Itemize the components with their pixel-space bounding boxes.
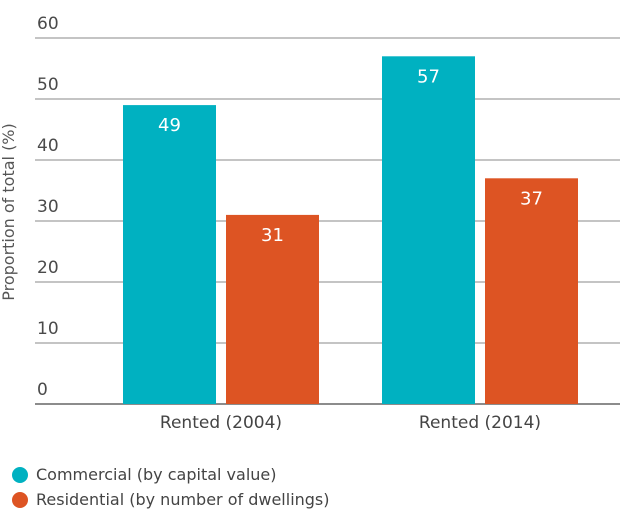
legend-swatch-commercial — [12, 466, 28, 483]
y-tick-0: 0 — [37, 380, 48, 400]
legend-item-residential: Residential (by number of dwellings) — [12, 487, 330, 512]
bar-residential-1 — [485, 178, 578, 404]
legend: Commercial (by capital value) Residentia… — [12, 462, 330, 512]
data-label-commercial-1: 57 — [417, 66, 440, 87]
bars: 49 31 57 37 — [123, 56, 578, 405]
legend-swatch-residential — [12, 491, 28, 508]
y-tick-60: 60 — [37, 14, 59, 34]
category-label-0: Rented (2004) — [160, 413, 282, 433]
y-tick-labels: 0 10 20 30 40 50 60 — [37, 14, 59, 400]
bar-chart: 0 10 20 30 40 50 60 Proportion of total (%) 49… — [0, 14, 620, 433]
legend-label-commercial: Commercial (by capital value) — [36, 465, 277, 484]
y-tick-50: 50 — [37, 75, 59, 95]
y-tick-40: 40 — [37, 136, 59, 156]
data-label-commercial-0: 49 — [158, 115, 181, 136]
legend-label-residential: Residential (by number of dwellings) — [36, 490, 330, 509]
data-label-residential-1: 37 — [520, 188, 543, 209]
y-tick-10: 10 — [37, 319, 59, 339]
y-tick-20: 20 — [37, 258, 59, 278]
data-label-residential-0: 31 — [261, 225, 284, 246]
y-axis-label: Proportion of total (%) — [0, 123, 18, 301]
legend-item-commercial: Commercial (by capital value) — [12, 462, 330, 487]
category-labels: Rented (2004) Rented (2014) — [160, 413, 541, 433]
bar-residential-0 — [226, 214, 319, 404]
bar-commercial-1 — [382, 56, 475, 405]
category-label-1: Rented (2014) — [419, 413, 541, 433]
bar-commercial-0 — [123, 105, 216, 404]
y-tick-30: 30 — [37, 197, 59, 217]
